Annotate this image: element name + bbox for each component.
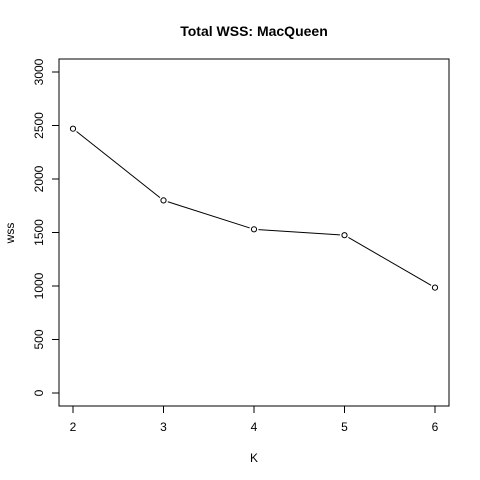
series-layer	[69, 125, 439, 291]
series-line-segment	[167, 201, 250, 229]
series-line-segment	[258, 229, 341, 236]
x-tick-label: 4	[251, 420, 258, 434]
x-tick-label: 5	[341, 420, 348, 434]
data-point	[341, 232, 348, 239]
y-tick-label: 3000	[32, 58, 46, 85]
y-tick-label: 2000	[32, 165, 46, 192]
data-point	[250, 226, 258, 233]
data-point	[69, 125, 77, 132]
x-tick-label: 6	[432, 420, 439, 434]
y-axis-label: wss	[3, 223, 17, 245]
y-tick-label: 500	[32, 329, 46, 349]
x-tick-label: 2	[70, 420, 77, 434]
series-line-segment	[348, 236, 432, 286]
y-axis: 0 500 1000 1500 2000 2500 3000	[32, 58, 60, 396]
y-tick-label: 0	[32, 389, 46, 396]
y-tick-label: 1500	[32, 219, 46, 246]
data-point	[431, 284, 439, 291]
chart-title: Total WSS: MacQueen	[180, 23, 328, 39]
data-point	[160, 197, 167, 204]
series-line-segment	[76, 131, 161, 198]
y-tick-label: 1000	[32, 272, 46, 299]
x-tick-label: 3	[160, 420, 167, 434]
x-axis: 2 3 4 5 6	[70, 405, 439, 434]
x-axis-label: K	[250, 451, 258, 465]
y-tick-label: 2500	[32, 112, 46, 139]
